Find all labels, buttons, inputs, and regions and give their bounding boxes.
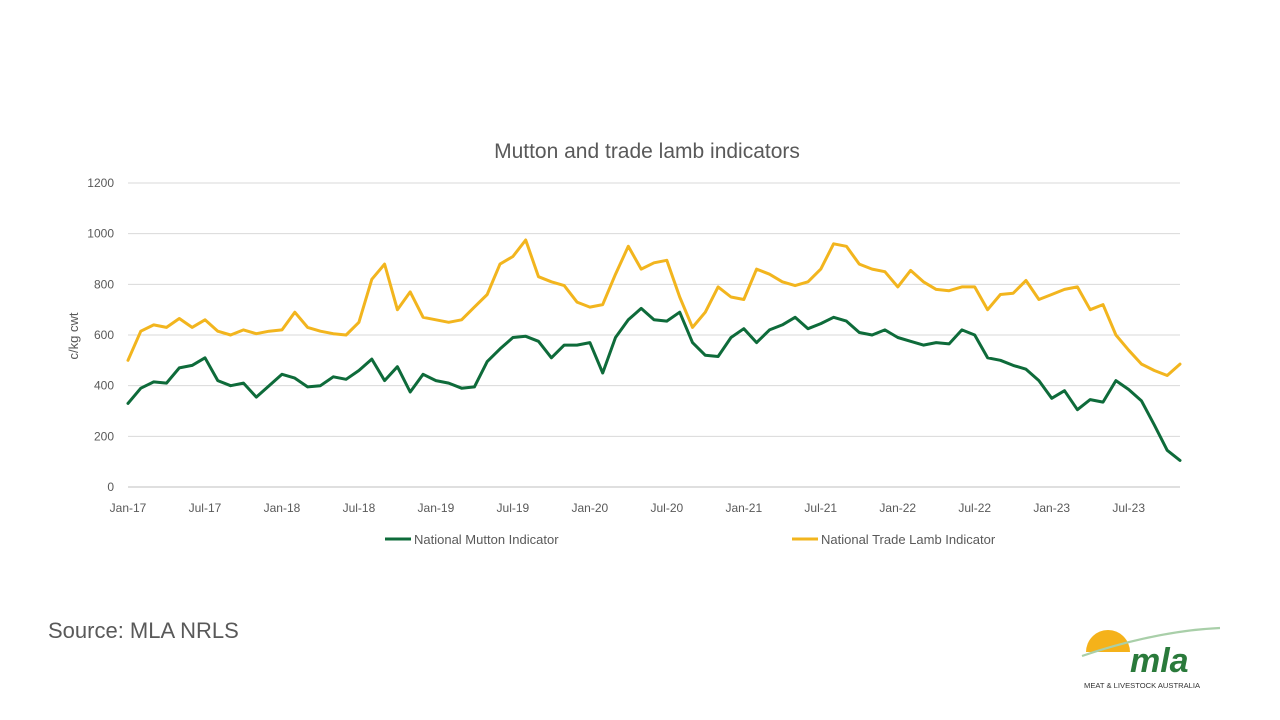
x-tick-label: Jan-17 — [110, 501, 147, 515]
x-tick-label: Jul-23 — [1112, 501, 1145, 515]
mla-logo: mla MEAT & LIVESTOCK AUSTRALIA — [1081, 626, 1221, 690]
y-tick-label: 400 — [94, 379, 114, 393]
y-tick-label: 600 — [94, 328, 114, 342]
y-axis-tick-labels: 0 200 400 600 800 1000 1200 — [87, 176, 114, 494]
y-tick-label: 1000 — [87, 227, 114, 241]
legend-label: National Trade Lamb Indicator — [821, 532, 996, 547]
logo-wordmark: mla — [1130, 642, 1189, 680]
y-tick-label: 800 — [94, 277, 114, 291]
x-tick-label: Jan-21 — [725, 501, 762, 515]
x-tick-label: Jan-20 — [572, 501, 609, 515]
logo-sun-icon — [1086, 630, 1130, 652]
x-tick-label: Jul-18 — [343, 501, 376, 515]
y-tick-label: 200 — [94, 429, 114, 443]
x-tick-label: Jul-21 — [804, 501, 837, 515]
x-axis-tick-labels: Jan-17 Jul-17 Jan-18 Jul-18 Jan-19 Jul-19 Jan-… — [110, 501, 1146, 515]
legend: National Mutton Indicator National Trade … — [385, 532, 996, 547]
x-tick-label: Jul-20 — [650, 501, 683, 515]
x-tick-label: Jul-19 — [497, 501, 530, 515]
x-tick-label: Jan-18 — [264, 501, 301, 515]
source-note: Source: MLA NRLS — [48, 618, 239, 643]
series-line-national-mutton-indicator — [126, 306, 1182, 462]
x-tick-label: Jul-22 — [958, 501, 991, 515]
legend-label: National Mutton Indicator — [414, 532, 559, 547]
y-axis-label: c/kg cwt — [66, 312, 81, 359]
x-tick-label: Jan-22 — [879, 501, 916, 515]
y-tick-label: 1200 — [87, 176, 114, 190]
y-tick-label: 0 — [107, 480, 114, 494]
series-lines — [126, 238, 1182, 462]
series-line-national-trade-lamb-indicator — [126, 238, 1182, 377]
line-chart: Mutton and trade lamb indicators 0 200 400… — [66, 140, 1182, 547]
x-tick-label: Jul-17 — [189, 501, 222, 515]
gridlines — [128, 182, 1180, 488]
logo-tagline: MEAT & LIVESTOCK AUSTRALIA — [1084, 681, 1201, 690]
x-tick-label: Jan-23 — [1033, 501, 1070, 515]
logo-swoosh-icon — [1081, 626, 1221, 658]
chart-title: Mutton and trade lamb indicators — [494, 140, 800, 163]
x-tick-label: Jan-19 — [418, 501, 455, 515]
